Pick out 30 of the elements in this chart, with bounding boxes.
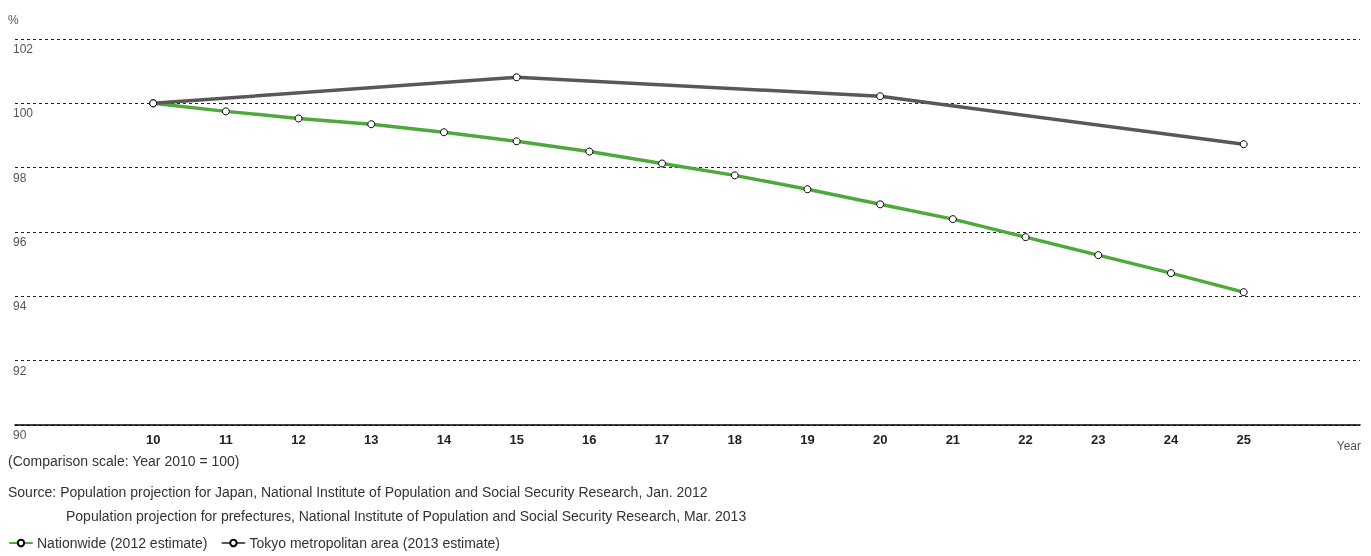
- source-note: Source: Population projection for Japan, National Institute of Population and Social Security Research, Jan. 2012: [8, 484, 708, 500]
- y-tick-label: 102: [13, 42, 34, 56]
- y-tick-label: 100: [13, 106, 34, 121]
- y-tick-label: 92: [13, 363, 27, 378]
- y-tick-label: 94: [13, 299, 27, 314]
- x-tick-label: 17: [654, 432, 670, 447]
- legend-label: Tokyo metropolitan area (2013 estimate): [249, 535, 500, 551]
- x-tick-label: 19: [800, 432, 815, 447]
- y-tick-label: 96: [13, 235, 27, 249]
- x-tick-label: 16: [582, 432, 597, 447]
- x-tick-label: 13: [364, 432, 379, 447]
- x-tick-label: 15: [509, 432, 524, 447]
- x-tick-label: 24: [1163, 432, 1179, 447]
- y-axis-title: %: [8, 13, 19, 27]
- y-tick-label: 98: [13, 170, 27, 185]
- text: Population projection for prefectures, National Institute of Population and Social Security Research, Mar. 2013: [66, 508, 747, 524]
- x-tick-label: 21: [945, 432, 961, 447]
- x-tick-label: 11: [218, 432, 233, 447]
- x-tick-label: 23: [1091, 432, 1106, 447]
- x-tick-label: 22: [1018, 432, 1033, 447]
- x-tick-label: 14: [436, 432, 452, 447]
- x-tick-label: 25: [1236, 432, 1251, 447]
- x-tick-label: 12: [291, 432, 306, 447]
- text: (Comparison scale: Year 2010 = 100): [8, 453, 240, 469]
- legend-label: Nationwide (2012 estimate): [37, 535, 208, 551]
- x-tick-label: 10: [145, 432, 161, 447]
- x-axis-title: Year: [1336, 439, 1361, 453]
- y-tick-label: 90: [13, 428, 27, 442]
- x-tick-label: 18: [727, 432, 742, 447]
- x-tick-label: 20: [872, 432, 888, 447]
